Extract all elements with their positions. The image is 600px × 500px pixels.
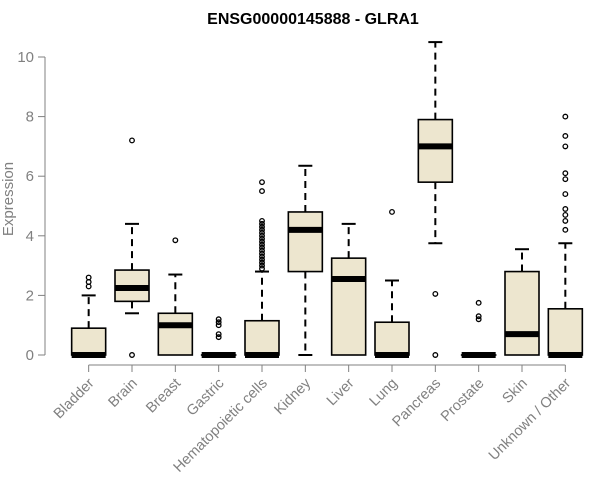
outlier-point [562, 113, 569, 120]
outlier-point [562, 133, 569, 139]
box-pancreas [417, 41, 454, 358]
outlier-point [259, 250, 265, 257]
box-body [417, 118, 454, 183]
outlier-point [259, 238, 265, 245]
x-tick-label: Brain [106, 376, 141, 411]
y-tick-label: 6 [26, 168, 34, 185]
box-unknown-other [547, 113, 584, 358]
outlier-point [172, 237, 179, 244]
outlier-point [259, 179, 265, 186]
y-tick-label: 4 [26, 228, 34, 245]
box-body [70, 327, 107, 356]
outlier-point [215, 331, 222, 338]
box-skin [504, 248, 540, 356]
outlier-point [215, 334, 222, 341]
outlier-point [562, 170, 569, 177]
x-tick-label: Breast [143, 376, 184, 417]
y-tick-label: 10 [17, 49, 34, 66]
box-breast [157, 237, 194, 356]
outlier-point [475, 299, 482, 306]
outlier-point [215, 322, 222, 329]
box-body [374, 321, 410, 356]
outlier-point [562, 143, 569, 150]
outlier-point [259, 220, 265, 227]
box-prostate [460, 299, 497, 358]
outlier-point [129, 352, 135, 358]
chart-title: ENSG00000145888 - GLRA1 [207, 11, 419, 28]
x-tick-label: Liver [324, 375, 358, 409]
outlier-point [432, 290, 439, 297]
box-brain [114, 137, 150, 358]
outlier-point [562, 211, 569, 218]
box-kidney [287, 164, 324, 356]
outlier-point [259, 226, 265, 233]
x-tick-label: Kidney [271, 375, 314, 418]
outlier-point [562, 217, 569, 224]
outlier-point [259, 244, 265, 251]
box-liver [330, 222, 367, 356]
box-lung [374, 209, 410, 358]
x-tick-label: Unknown / Other [486, 375, 574, 463]
outlier-point [562, 191, 569, 198]
y-axis-label: Expression [0, 162, 17, 236]
outlier-point [259, 241, 265, 248]
outlier-point [259, 188, 265, 195]
y-tick-label: 2 [26, 287, 34, 304]
outlier-point [215, 316, 222, 323]
outlier-point [562, 206, 569, 212]
outlier-point [259, 265, 265, 272]
box-body [547, 308, 584, 356]
box-bladder [70, 274, 107, 358]
x-tick-label: Prostate [438, 376, 487, 425]
x-tick-label: Bladder [51, 375, 98, 422]
y-axis: 0 2 4 6 8 10 [17, 49, 46, 364]
x-tick-label: Skin [500, 376, 531, 407]
outlier-point [475, 313, 482, 320]
outlier-point [259, 232, 265, 239]
box-gastric [200, 316, 237, 358]
outlier-point [475, 316, 482, 323]
y-tick-label: 8 [26, 109, 34, 126]
outlier-point [215, 319, 222, 326]
x-tick-label: Lung [367, 376, 401, 410]
x-tick-label: Pancreas [390, 376, 445, 431]
box-body [330, 257, 367, 356]
outlier-point [259, 256, 265, 263]
outlier-point [129, 137, 135, 144]
outlier-point [259, 229, 265, 236]
outlier-point [259, 262, 265, 269]
box-body [287, 211, 324, 273]
outlier-point [259, 217, 265, 224]
outlier-point [389, 209, 395, 215]
outlier-point [259, 223, 265, 230]
outlier-point [259, 253, 265, 260]
box-body [244, 319, 280, 356]
box-body [504, 270, 540, 356]
outlier-point [432, 352, 439, 358]
box-group [70, 41, 584, 358]
outlier-point [85, 274, 92, 281]
box-body [157, 312, 194, 356]
outlier-point [562, 226, 569, 233]
outlier-point [259, 247, 265, 254]
outlier-point [259, 235, 265, 242]
box-hematopoietic-cells [244, 179, 280, 358]
outlier-point [562, 176, 569, 183]
outlier-point [259, 259, 265, 266]
y-tick-label: 0 [26, 347, 34, 364]
